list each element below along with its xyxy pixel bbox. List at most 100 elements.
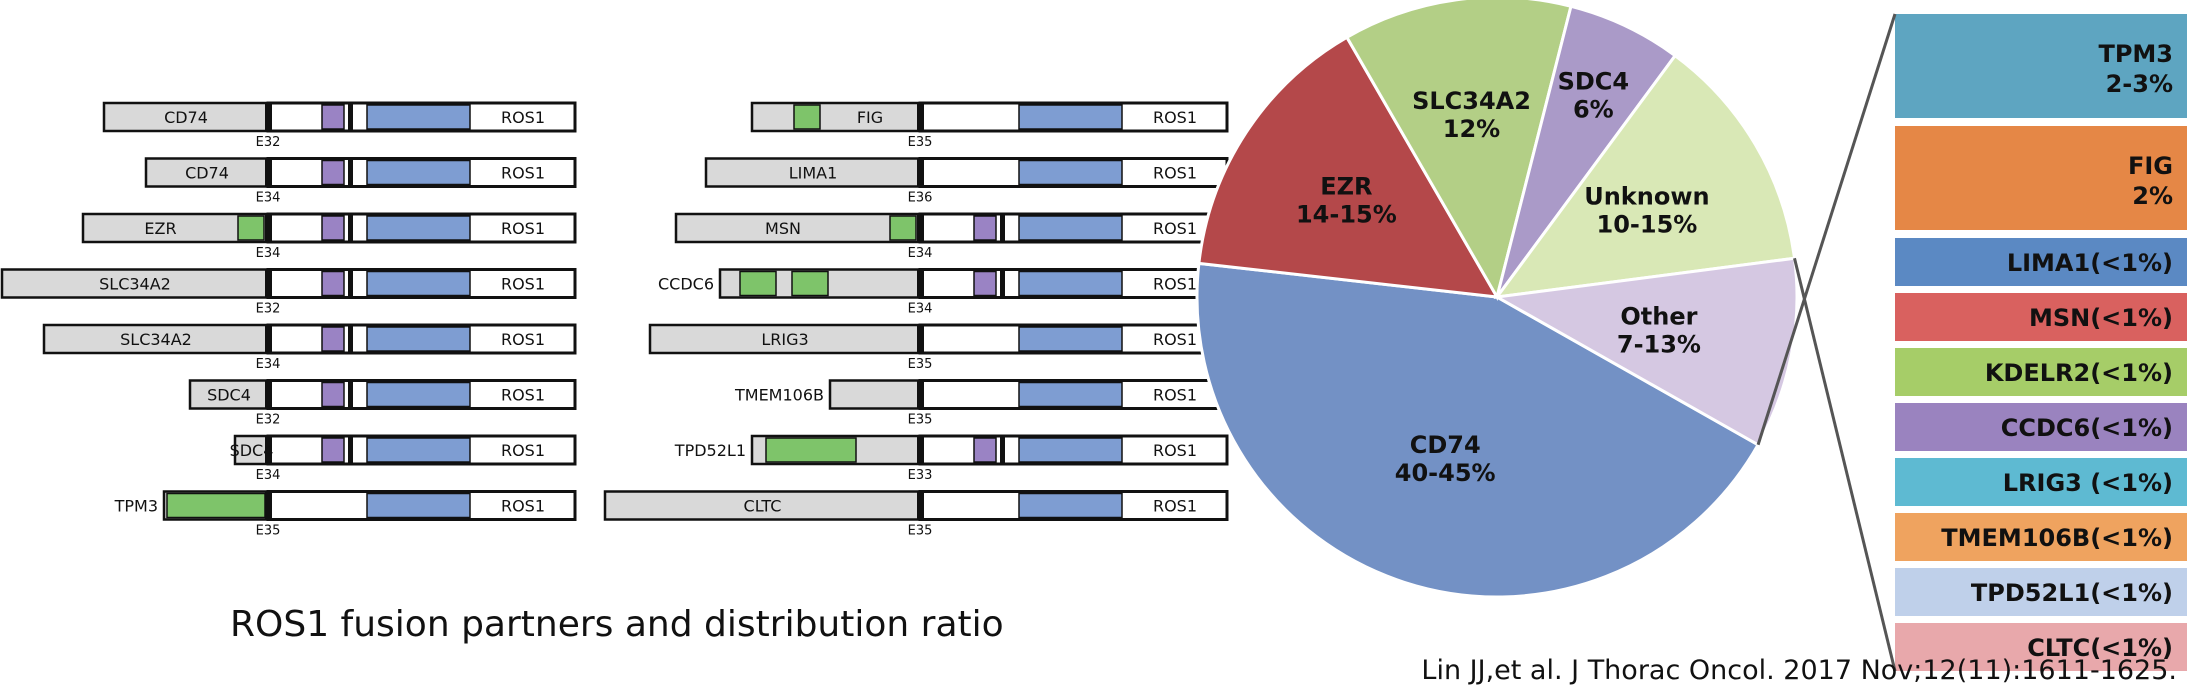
partner-label: TMEM106B <box>734 386 824 405</box>
exon-label: E32 <box>256 302 281 317</box>
kinase-domain <box>1018 159 1123 186</box>
breakdown-block <box>1895 623 2187 671</box>
other-breakdown: TPM32-3%FIG2%LIMA1(<1%)MSN(<1%)KDELR2(<1… <box>1756 13 2187 672</box>
kinase-domain <box>1018 270 1123 297</box>
kinase-domain <box>366 326 471 352</box>
figure-caption: ROS1 fusion partners and distribution ra… <box>230 604 1004 645</box>
fusion-row-cltc: ROS1 CLTC E35 <box>603 490 1229 539</box>
kinase-domain <box>1018 437 1123 463</box>
citation: Lin JJ,et al. J Thorac Oncol. 2017 Nov;1… <box>1421 655 2177 686</box>
exon-label: E34 <box>908 246 933 261</box>
breakdown-block <box>1895 513 2187 561</box>
fusion-row-tpm3: ROS1 TPM3 E35 <box>114 490 577 539</box>
fusion-row-tmem106b: ROS1 TMEM106B E35 <box>734 379 1229 428</box>
breakdown-cltc: CLTC(<1%) <box>1895 623 2187 671</box>
fusion-junction <box>265 491 272 520</box>
kinase-domain <box>366 215 471 241</box>
partner-segment <box>81 212 270 244</box>
partner-label: CCDC6 <box>658 275 714 294</box>
fusion-junction <box>265 436 272 464</box>
kinase-domain <box>366 104 471 130</box>
transmembrane-domain <box>321 104 345 130</box>
ros1-label: ROS1 <box>1153 108 1197 127</box>
pie-slice-ezr <box>1197 35 1500 299</box>
partner-label: SLC34A2 <box>120 330 192 349</box>
breakdown-label: LRIG3 (<1%) <box>2003 469 2173 497</box>
partner-label: FIG <box>857 108 883 127</box>
pie-label-ezr: EZR 14-15% <box>1296 172 1397 228</box>
ros1-label: ROS1 <box>501 330 545 349</box>
breakdown-label: TMEM106B(<1%) <box>1941 524 2173 552</box>
fusion-junction <box>917 325 924 353</box>
breakdown-label: KDELR2(<1%) <box>1985 359 2173 387</box>
coiled-coil-domain <box>793 104 821 130</box>
partner-label: EZR <box>144 219 176 238</box>
coiled-coil-domain <box>889 215 917 241</box>
fusion-junction <box>917 491 924 520</box>
fusion-junction <box>917 214 924 242</box>
fusion-junction <box>917 158 924 187</box>
kinase-domain <box>1018 381 1123 408</box>
tm-marker <box>348 103 353 131</box>
coiled-coil-domain <box>166 492 266 519</box>
partner-label: CD74 <box>164 108 208 127</box>
pie-chart: CD74 40-45% EZR 14-15% SLC34A2 12% SDC4 6% Unkno… <box>1195 0 1799 599</box>
partner-label: SDC4 <box>230 441 274 460</box>
kinase-domain <box>1018 492 1123 519</box>
fusion-row-sdc4: ROS1 SDC4 E32 <box>188 379 577 428</box>
exon-label: E34 <box>256 468 281 483</box>
ros1-label: ROS1 <box>1153 275 1197 294</box>
partner-segment <box>828 379 922 410</box>
exon-label: E34 <box>256 191 281 206</box>
fusion-row-ccdc6: ROS1 CCDC6 E34 <box>658 268 1229 317</box>
transmembrane-domain <box>321 270 345 297</box>
ros1-label: ROS1 <box>1153 219 1197 238</box>
ros1-label: ROS1 <box>501 386 545 405</box>
coiled-coil-domain <box>765 437 857 463</box>
pie-label-cd74: CD74 40-45% <box>1395 431 1496 487</box>
partner-segment <box>42 323 270 355</box>
fusion-junction <box>265 380 272 409</box>
fusion-junction <box>265 103 272 131</box>
fusion-junction <box>917 380 924 409</box>
ros1-label: ROS1 <box>501 275 545 294</box>
connector-line-top <box>1756 13 1897 446</box>
fusion-row-lima1: ROS1 LIMA1 E36 <box>704 157 1229 206</box>
partner-segment <box>674 212 922 244</box>
breakdown-tpd52l1: TPD52L1(<1%) <box>1895 568 2187 616</box>
tm-marker <box>348 214 353 242</box>
fusion-junction <box>265 269 272 298</box>
coiled-coil-domain <box>739 270 777 297</box>
breakdown-tmem106b: TMEM106B(<1%) <box>1895 513 2187 561</box>
partner-label: TPD52L1 <box>674 441 746 460</box>
kinase-domain <box>366 270 471 297</box>
tm-marker <box>1000 214 1005 242</box>
pie-slice-sdc4 <box>1495 4 1678 298</box>
exon-label: E35 <box>908 357 933 372</box>
kinase-domain <box>366 381 471 408</box>
tm-marker <box>348 158 353 187</box>
breakdown-label: FIG <box>2128 152 2173 180</box>
breakdown-block <box>1895 126 2187 230</box>
ros1-label: ROS1 <box>501 164 545 183</box>
pie-label-slc34a2: SLC34A2 12% <box>1412 87 1531 143</box>
pie-slice-cd74 <box>1195 261 1761 599</box>
fusion-row-fig: ROS1 FIG E35 <box>750 101 1229 150</box>
coiled-coil-domain <box>237 215 265 241</box>
ros1-label: ROS1 <box>1153 497 1197 516</box>
transmembrane-domain <box>321 326 345 352</box>
exon-label: E32 <box>256 135 281 150</box>
partner-segment <box>704 157 922 188</box>
ros1-label: ROS1 <box>501 497 545 516</box>
fusion-row-slc34a2: ROS1 SLC34A2 E34 <box>42 323 577 372</box>
fusion-row-ezr: ROS1 EZR E34 <box>81 212 577 261</box>
kinase-domain <box>366 437 471 463</box>
breakdown-block <box>1895 458 2187 506</box>
tm-marker <box>1000 269 1005 298</box>
fusion-row-slc34a2: ROS1 SLC34A2 E32 <box>0 268 577 317</box>
kinase-domain <box>1018 215 1123 241</box>
fusion-row-cd74: ROS1 CD74 E34 <box>144 157 577 206</box>
tm-marker <box>348 325 353 353</box>
fusion-row-lrig3: ROS1 LRIG3 E35 <box>648 323 1229 372</box>
fusion-diagrams: ROS1 CD74 E32 ROS1 CD74 E34 ROS1 EZR E34 ROS1 SLC3… <box>0 101 1229 539</box>
